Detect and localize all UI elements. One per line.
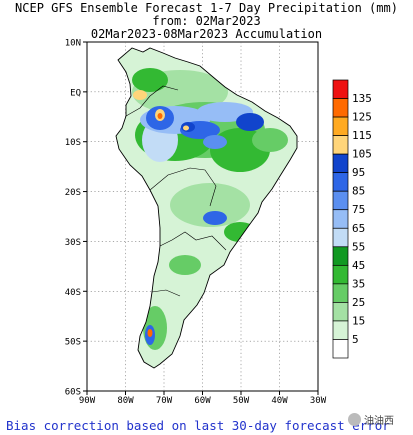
- legend-swatch: [332, 339, 349, 359]
- axis-ticks: [83, 41, 319, 395]
- legend-label: 55: [352, 240, 365, 253]
- lon-label: 80W: [117, 396, 134, 406]
- legend-swatch: [332, 283, 349, 303]
- legend-label: 5: [352, 333, 359, 346]
- watermark-logo-icon: [348, 413, 361, 426]
- legend-label: 115: [352, 129, 372, 142]
- lon-label: 90W: [79, 396, 96, 406]
- footer-note: Bias correction based on last 30-day for…: [6, 418, 390, 433]
- legend-label: 45: [352, 259, 365, 272]
- legend-label: 85: [352, 185, 365, 198]
- lon-label: 30W: [310, 396, 327, 406]
- legend-swatch: [332, 246, 349, 266]
- lon-label: 70W: [156, 396, 173, 406]
- title-line-1: NCEP GFS Ensemble Forecast 1-7 Day Preci…: [15, 1, 398, 15]
- legend-label: 65: [352, 222, 365, 235]
- legend-swatch: [332, 135, 349, 155]
- lat-label: 30S: [65, 238, 81, 248]
- lat-label: 40S: [65, 288, 81, 298]
- latitude-labels: 10N EQ 10S 20S 30S 40S 50S 60S: [65, 39, 81, 398]
- legend-swatch: [332, 153, 349, 174]
- border-line: [149, 167, 217, 207]
- longitude-labels: 90W 80W 70W 60W 50W 40W 30W: [79, 396, 327, 406]
- border-line: [125, 85, 179, 117]
- legend-swatch: [332, 98, 349, 118]
- legend-swatch: [332, 302, 349, 322]
- legend-label: 95: [352, 166, 365, 179]
- legend-label: 35: [352, 277, 365, 290]
- legend-swatch: [332, 190, 349, 211]
- legend-label: 25: [352, 296, 365, 309]
- legend-swatch: [332, 116, 349, 136]
- watermark-text: 油油西: [364, 416, 394, 427]
- legend-label: 125: [352, 111, 372, 124]
- watermark: 油油西: [348, 412, 394, 427]
- legend-label: 105: [352, 148, 372, 161]
- legend-swatch: [332, 79, 349, 99]
- lat-label: 10S: [65, 138, 81, 148]
- title-line-2: from: 02Mar2023: [152, 14, 261, 28]
- lat-label: EQ: [70, 88, 81, 98]
- lon-label: 60W: [194, 396, 211, 406]
- lat-label: 20S: [65, 188, 81, 198]
- legend-swatch: [332, 172, 349, 192]
- legend-label: 135: [352, 92, 372, 105]
- border-line: [159, 231, 227, 251]
- lat-label: 50S: [65, 338, 81, 348]
- legend-swatch: [332, 264, 349, 285]
- legend-swatch: [332, 227, 349, 248]
- lat-label: 10N: [65, 39, 81, 49]
- title-line-3: 02Mar2023-08Mar2023 Accumulation: [90, 27, 323, 41]
- legend-swatch: [332, 209, 349, 229]
- color-legend: 135 125 115 105 95 85 75 65 55 45 35 25 15 5: [332, 79, 372, 359]
- border-line: [151, 289, 181, 297]
- lat-label: 60S: [65, 388, 81, 398]
- lon-label: 50W: [233, 396, 250, 406]
- legend-swatch: [332, 320, 349, 340]
- legend-label: 15: [352, 314, 365, 327]
- legend-label: 75: [352, 203, 365, 216]
- lon-label: 40W: [271, 396, 288, 406]
